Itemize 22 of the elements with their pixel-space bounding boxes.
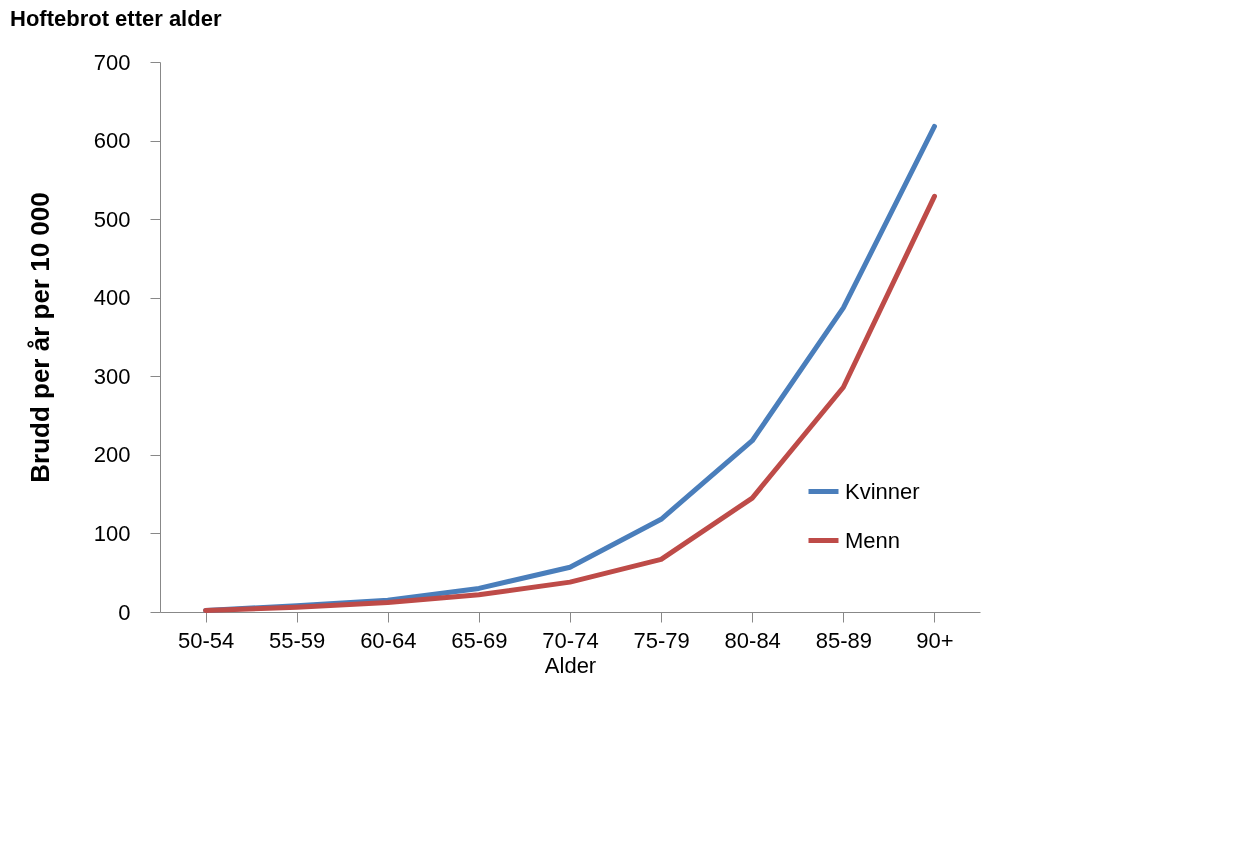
legend-label: Menn [845,527,901,553]
legend-label: Kvinner [845,478,920,504]
x-tick-label: 65-69 [451,627,508,653]
y-tick-label: 300 [93,363,131,389]
x-tick-label: 75-79 [633,627,690,653]
y-tick-label: 700 [93,49,131,75]
x-axis-title: Alder [544,652,597,678]
x-tick-label: 90+ [916,627,954,653]
x-tick-label: 80-84 [724,627,781,653]
x-tick-label: 70-74 [542,627,599,653]
x-tick-label: 60-64 [360,627,417,653]
y-axis-title: Brudd per år per 10 000 [24,192,55,483]
y-tick-label: 400 [93,285,131,311]
x-tick-label: 85-89 [815,627,872,653]
x-tick-label: 55-59 [269,627,326,653]
y-tick-label: 0 [118,599,131,625]
chart-title: Hoftebrot etter alder [10,6,222,31]
y-tick-label: 100 [93,520,131,546]
x-tick-label: 50-54 [177,627,235,653]
y-tick-label: 200 [93,442,131,468]
y-tick-label: 600 [93,128,131,154]
y-tick-label: 500 [93,206,131,232]
